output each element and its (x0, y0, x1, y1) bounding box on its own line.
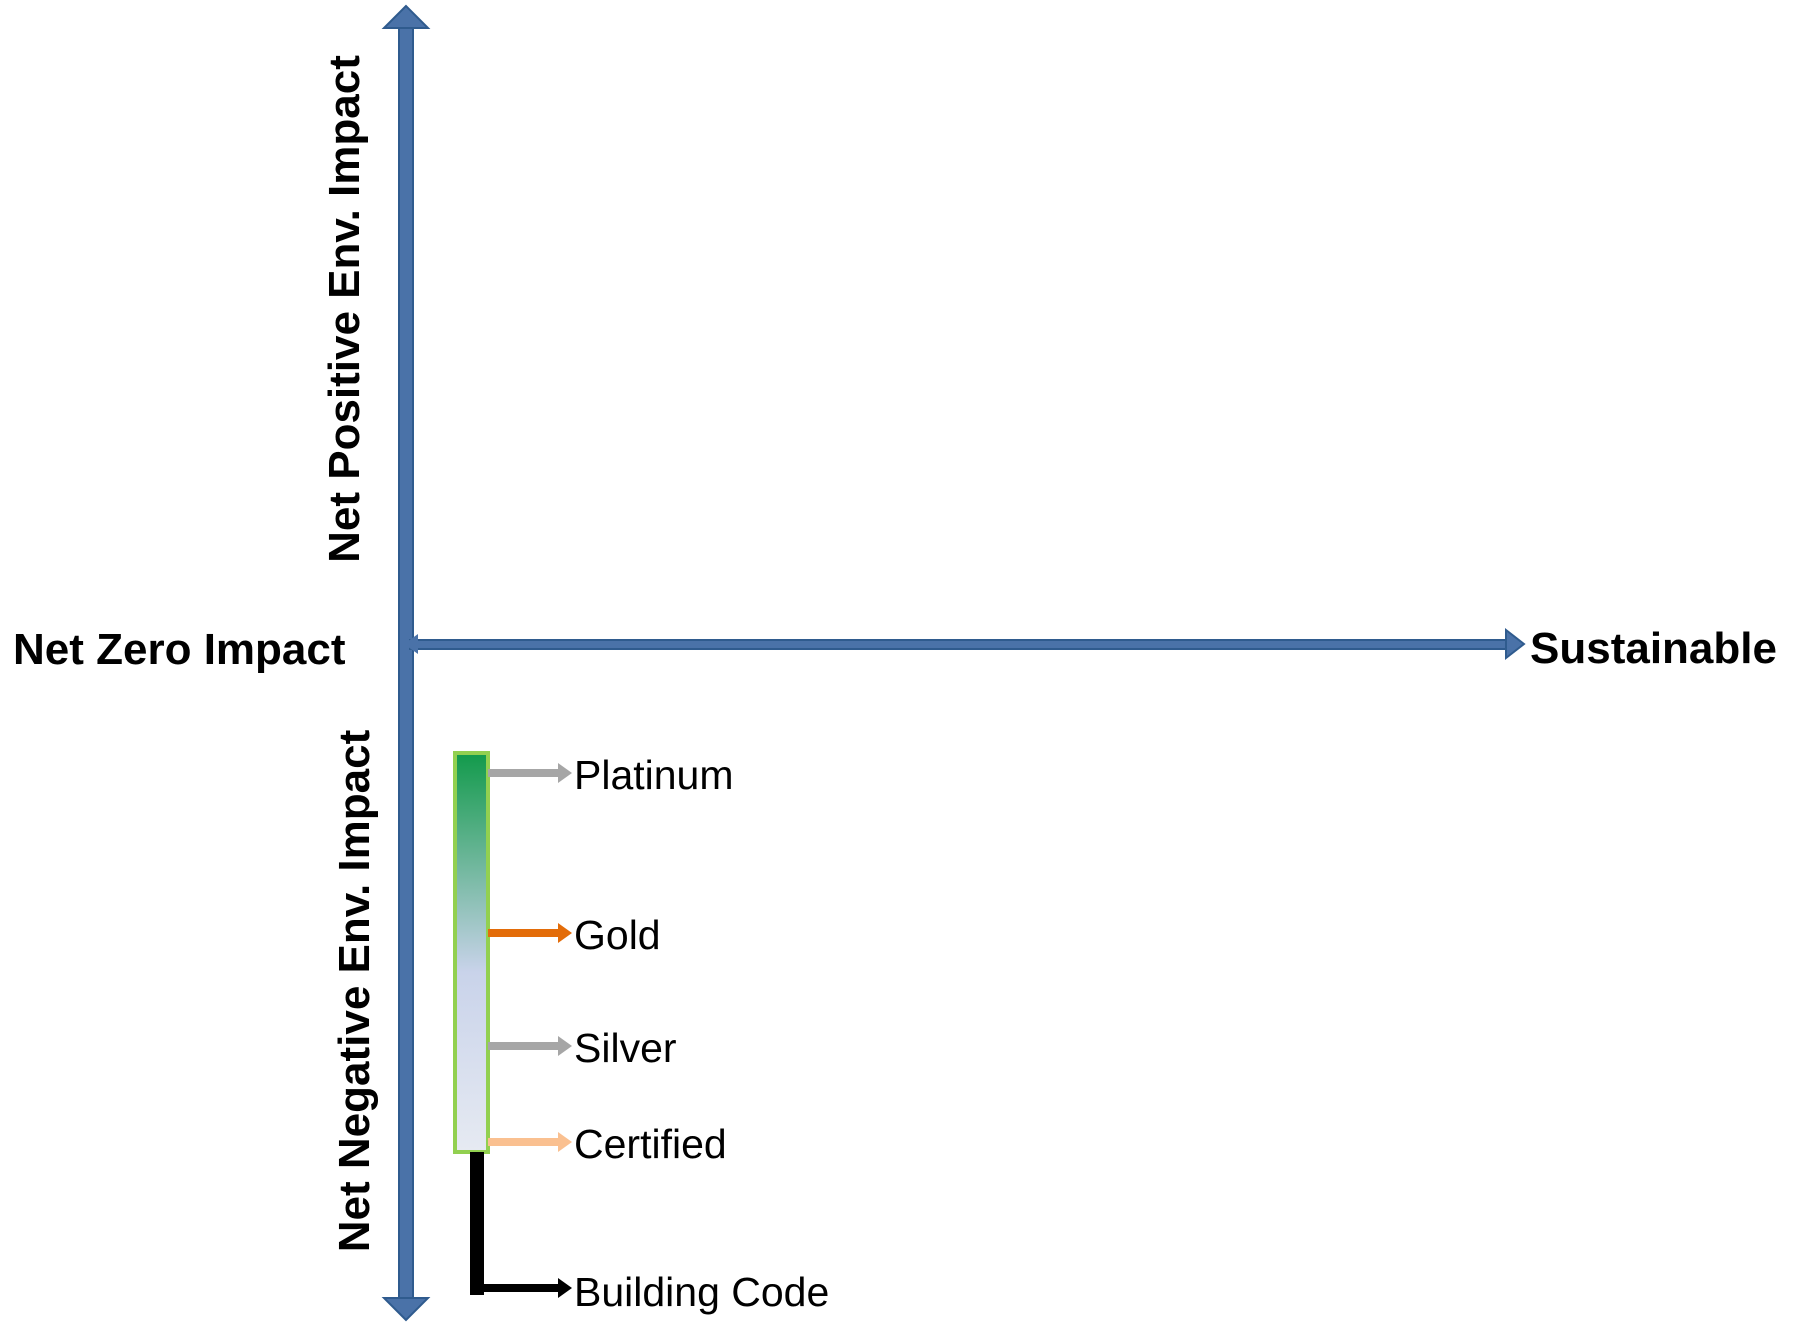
level-arrow-silver (488, 1036, 572, 1056)
horizontal-left-axis-label: Net Zero Impact (13, 625, 346, 674)
horizontal-right-axis-label: Sustainable (1530, 624, 1777, 673)
vertical-top-axis-label: Net Positive Env. Impact (320, 55, 369, 563)
level-label-certified: Certified (574, 1121, 727, 1167)
level-label-building-code: Building Code (574, 1269, 830, 1315)
level-arrow-gold (488, 923, 572, 943)
horizontal-axis-arrow (404, 627, 1526, 661)
certification-scale-bar (453, 751, 490, 1154)
level-arrow-platinum (488, 763, 572, 783)
vertical-axis-arrow (381, 4, 431, 1322)
level-arrow-certified (488, 1132, 572, 1152)
level-label-silver: Silver (574, 1025, 677, 1071)
level-label-platinum: Platinum (574, 752, 734, 798)
building-code-connector (470, 1152, 484, 1295)
vertical-bottom-axis-label: Net Negative Env. Impact (330, 729, 379, 1253)
level-arrow-building-code (484, 1278, 572, 1298)
level-label-gold: Gold (574, 912, 661, 958)
